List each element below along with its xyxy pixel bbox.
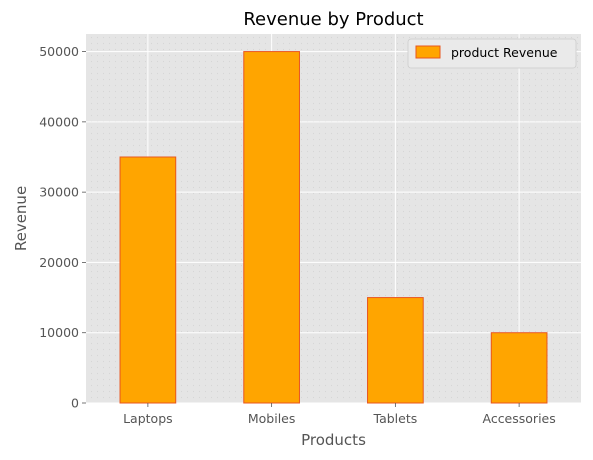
- y-axis-label: Revenue: [12, 186, 30, 251]
- legend-box: [407, 38, 577, 69]
- y-tick-label: 10000: [39, 325, 79, 340]
- y-tick-label: 50000: [39, 44, 79, 59]
- bar-accessories: [490, 332, 548, 404]
- legend-swatch: [415, 45, 441, 59]
- x-tick-label: Mobiles: [248, 411, 296, 426]
- x-axis-ticks: Laptops Mobiles Tablets Accessories: [123, 403, 556, 426]
- y-tick-label: 40000: [39, 114, 79, 129]
- legend-label: product Revenue: [451, 45, 558, 60]
- y-tick-label: 30000: [39, 185, 79, 200]
- bar-tablets: [367, 297, 424, 404]
- y-axis-ticks: 0 10000 20000 30000 40000 50000: [39, 44, 86, 411]
- x-axis-label: Products: [301, 431, 366, 449]
- legend: product Revenue: [407, 38, 577, 69]
- bar-laptops: [119, 156, 177, 404]
- chart-title: Revenue by Product: [243, 9, 423, 30]
- x-tick-label: Tablets: [373, 411, 418, 426]
- x-tick-label: Laptops: [123, 411, 173, 426]
- y-tick-label: 0: [71, 396, 79, 411]
- y-tick-label: 20000: [39, 255, 79, 270]
- bars: [119, 51, 548, 404]
- bar-mobiles: [243, 51, 300, 404]
- x-tick-label: Accessories: [482, 411, 555, 426]
